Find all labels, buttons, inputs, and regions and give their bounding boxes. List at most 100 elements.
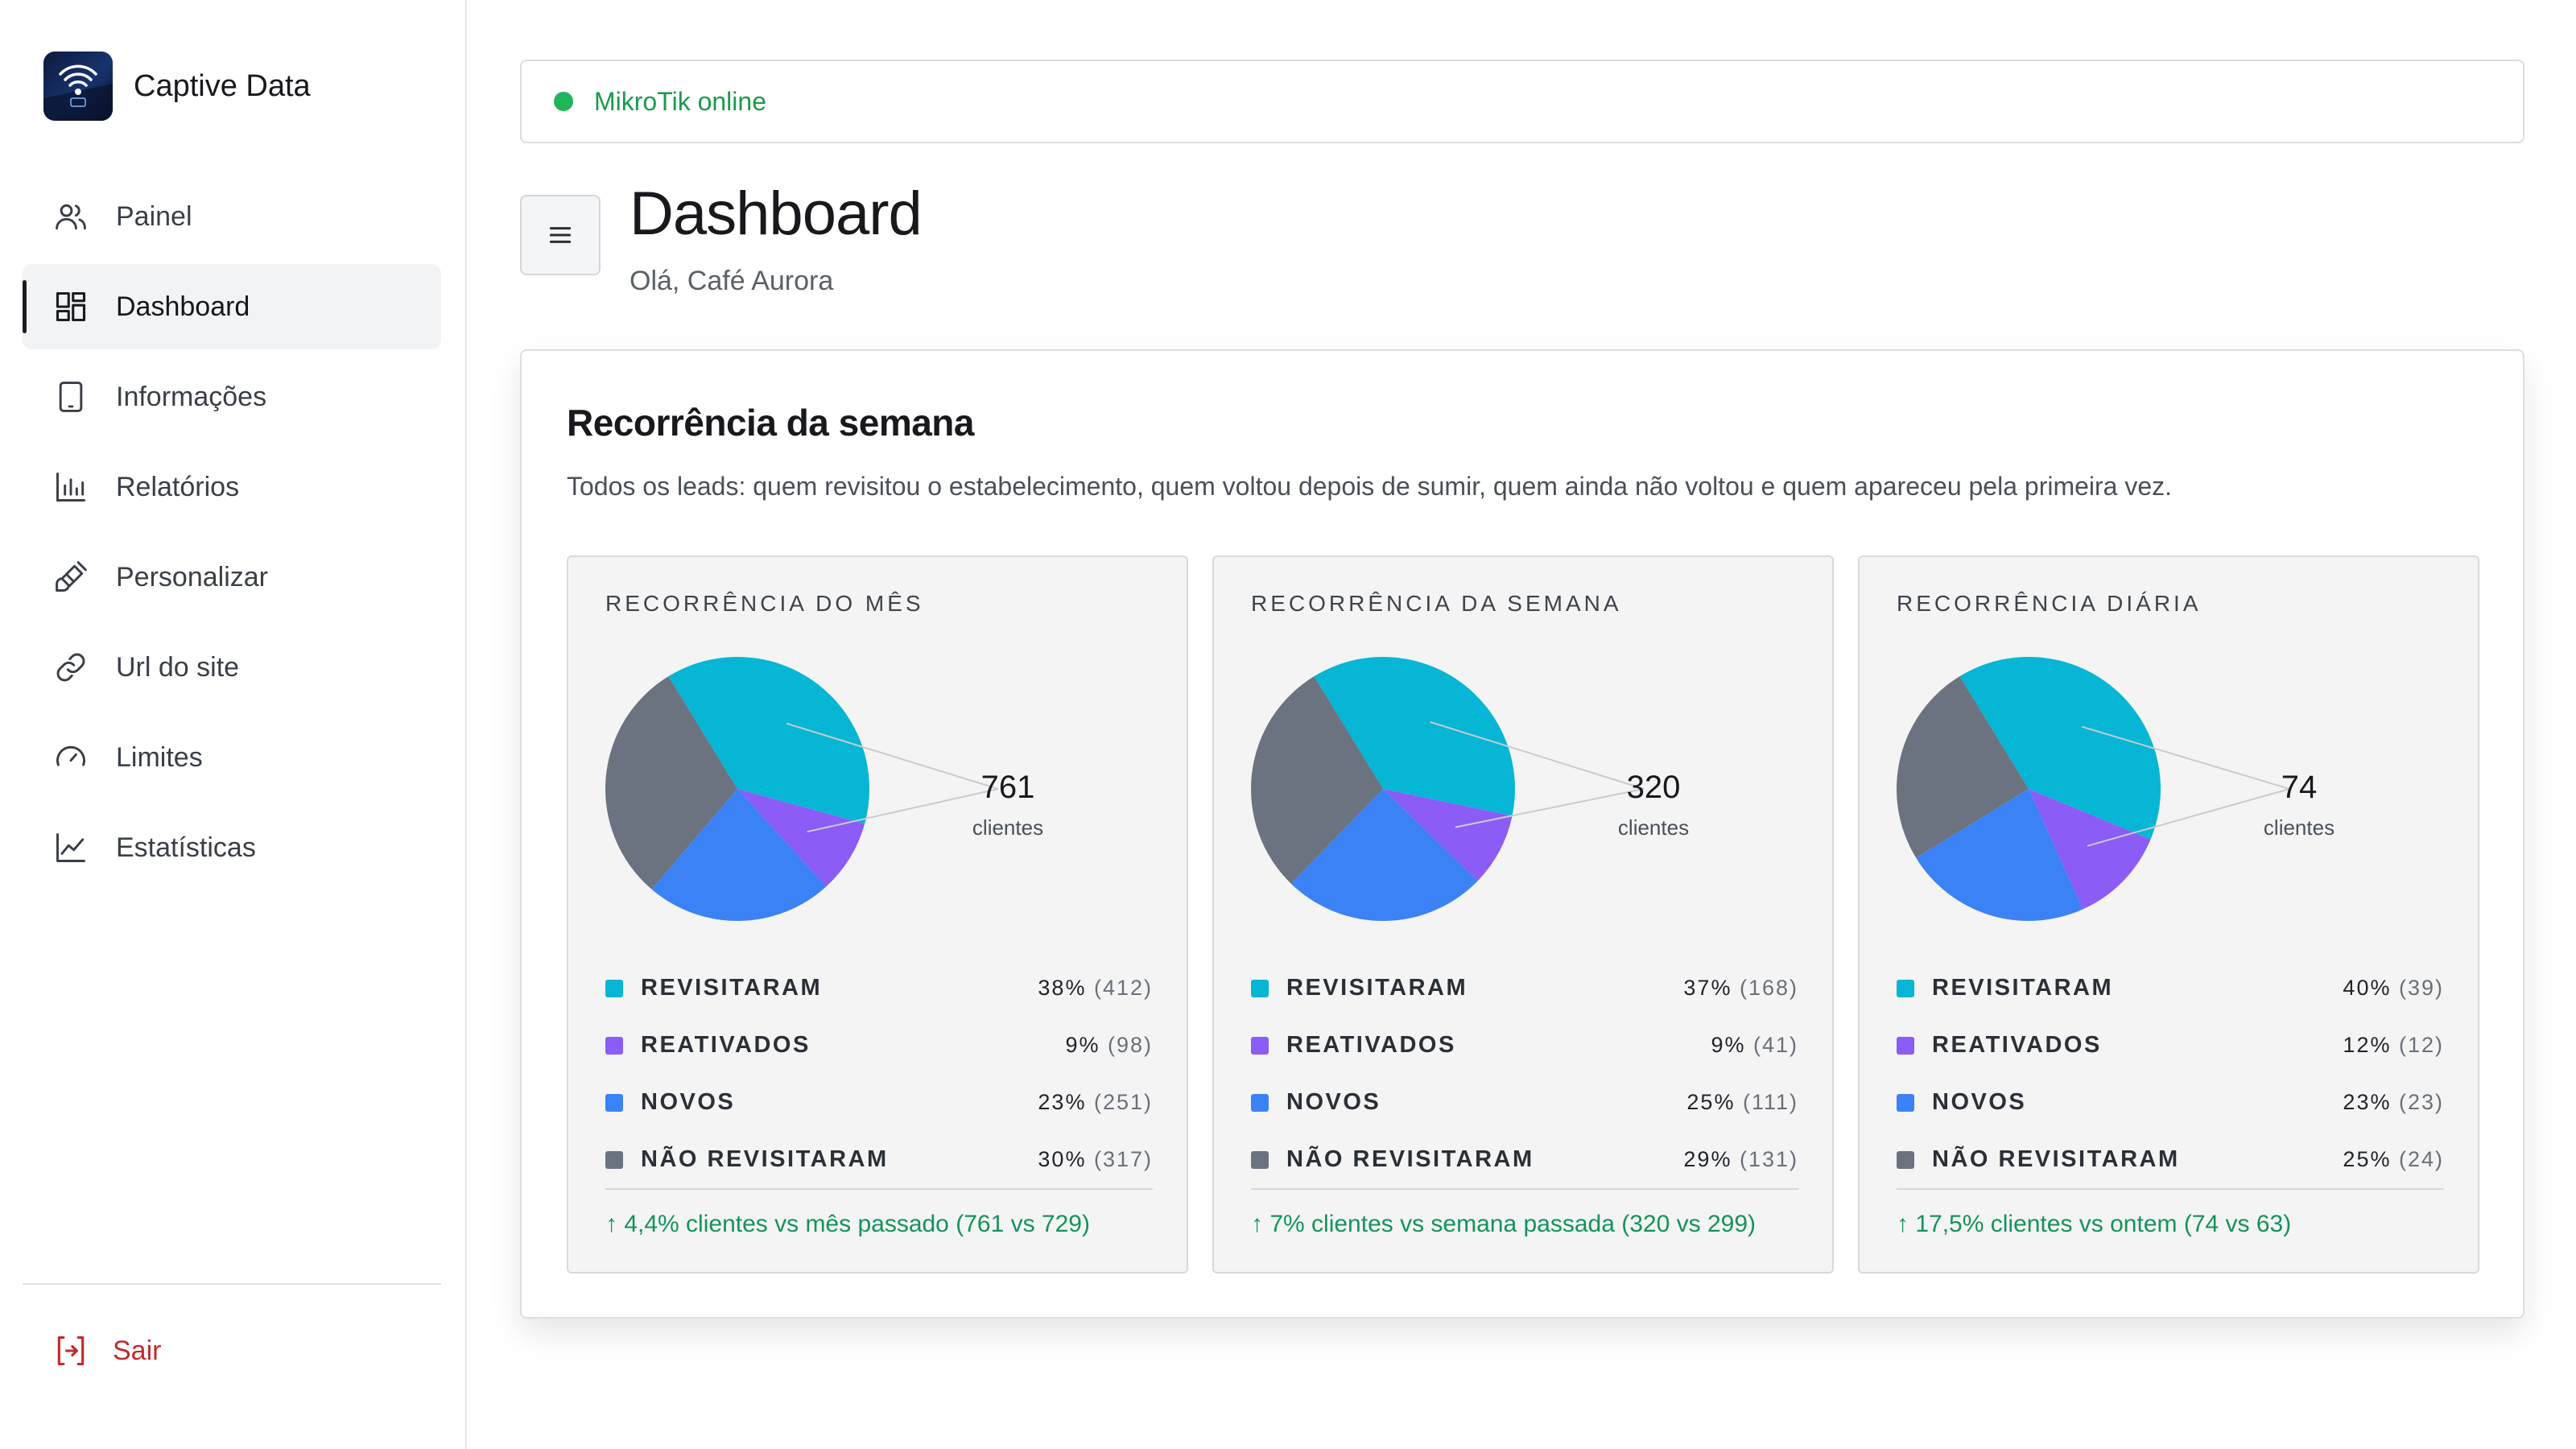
logout-button[interactable]: Sair	[53, 1333, 161, 1368]
sidebar-item-relatorios[interactable]: Relatórios	[23, 444, 441, 530]
legend: REVISITARAM 40% (39) REATIVADOS 12% (12)…	[1897, 960, 2444, 1190]
total-unit: clientes	[2263, 815, 2335, 840]
pie-slice-revisitaram[interactable]	[1314, 657, 1515, 816]
legend-label: REVISITARAM	[1286, 975, 1468, 1001]
legend-row-novos: NOVOS 23% (23)	[1897, 1074, 2444, 1131]
legend-percent: 9%	[1711, 1033, 1746, 1057]
pie-chart	[605, 657, 999, 921]
pie-slice-reativados[interactable]	[2029, 789, 2151, 910]
legend-percent: 29%	[1683, 1147, 1732, 1171]
legend-row-nao-revisitaram: NÃO REVISITARAM 25% (24)	[1897, 1131, 2444, 1188]
pie-slice-nao-revisitaram[interactable]	[605, 676, 737, 890]
brand-name: Captive Data	[134, 68, 311, 103]
menu-toggle-button[interactable]	[520, 195, 601, 275]
sidebar-item-label: Painel	[116, 200, 192, 232]
legend-swatch	[1897, 1036, 1914, 1055]
legend-row-nao-revisitaram: NÃO REVISITARAM 30% (317)	[605, 1131, 1153, 1188]
legend-value: 25% (24)	[2343, 1147, 2444, 1172]
legend-percent: 23%	[2343, 1090, 2392, 1114]
pie-slice-nao-revisitaram[interactable]	[1897, 676, 2029, 858]
pie-slice-novos[interactable]	[651, 789, 827, 921]
legend-value: 9% (98)	[1065, 1033, 1153, 1058]
users-icon	[53, 199, 89, 234]
legend-divider	[605, 1188, 1153, 1190]
sidebar-item-painel[interactable]: Painel	[23, 174, 441, 259]
legend-count: (111)	[1742, 1090, 1798, 1114]
bar-chart-icon	[53, 469, 89, 505]
callout-line	[807, 788, 999, 833]
legend-value: 38% (412)	[1038, 976, 1153, 1001]
sidebar-item-limites[interactable]: Limites	[23, 715, 441, 800]
legend-swatch	[1251, 1036, 1269, 1055]
legend-label: REATIVADOS	[641, 1032, 811, 1058]
sidebar-item-personalizar[interactable]: Personalizar	[23, 535, 441, 620]
legend-value: 30% (317)	[1038, 1147, 1153, 1172]
total-number: 74	[2281, 770, 2318, 805]
callout-line	[786, 722, 999, 790]
trend-text: ↑ 17,5% clientes vs ontem (74 vs 63)	[1897, 1211, 2292, 1237]
sidebar-item-estatisticas[interactable]: Estatísticas	[23, 805, 441, 890]
legend-count: (24)	[2398, 1147, 2444, 1171]
legend-swatch	[1897, 979, 1914, 997]
legend-percent: 40%	[2343, 976, 2392, 1000]
pie-slice-reativados[interactable]	[1383, 789, 1513, 881]
legend-percent: 23%	[1038, 1090, 1087, 1114]
brand[interactable]: Captive Data	[43, 52, 311, 121]
trend-text: ↑ 7% clientes vs semana passada (320 vs …	[1251, 1211, 1756, 1237]
legend: REVISITARAM 37% (168) REATIVADOS 9% (41)…	[1251, 960, 1798, 1190]
legend-percent: 12%	[2343, 1033, 2392, 1057]
card-description: Todos os leads: quem revisitou o estabel…	[567, 472, 2173, 501]
panel-title: RECORRÊNCIA DA SEMANA	[1251, 591, 1622, 616]
pie-slice-revisitaram[interactable]	[1959, 657, 2161, 840]
legend-percent: 25%	[2343, 1147, 2392, 1171]
pie-slice-revisitaram[interactable]	[668, 657, 869, 824]
legend-percent: 37%	[1683, 976, 1732, 1000]
legend-label: REATIVADOS	[1286, 1032, 1456, 1058]
legend-count: (23)	[2398, 1090, 2444, 1114]
legend-label: NOVOS	[1286, 1089, 1381, 1115]
legend-value: 23% (251)	[1038, 1090, 1153, 1115]
sidebar-item-label: Url do site	[116, 651, 240, 683]
legend-count: (39)	[2398, 976, 2444, 1000]
trend-text: ↑ 4,4% clientes vs mês passado (761 vs 7…	[605, 1211, 1090, 1237]
legend-divider	[1251, 1188, 1798, 1190]
legend-count: (412)	[1093, 976, 1153, 1000]
legend-row-novos: NOVOS 23% (251)	[605, 1074, 1153, 1131]
legend-label: REATIVADOS	[1932, 1032, 2102, 1058]
tablet-icon	[53, 379, 89, 415]
legend-count: (41)	[1752, 1033, 1798, 1057]
sidebar-item-dashboard[interactable]: Dashboard	[23, 264, 441, 349]
sidebar-item-label: Personalizar	[116, 561, 268, 592]
legend-count: (251)	[1093, 1090, 1153, 1114]
pie-slice-novos[interactable]	[1916, 789, 2083, 921]
legend-value: 9% (41)	[1711, 1033, 1798, 1058]
legend-label: NOVOS	[1932, 1089, 2027, 1115]
legend-row-reativados: REATIVADOS 9% (41)	[1251, 1017, 1798, 1074]
legend-swatch	[605, 1150, 623, 1169]
legend-swatch	[1251, 1093, 1269, 1112]
gauge-icon	[53, 740, 89, 775]
legend-count: (98)	[1107, 1033, 1153, 1057]
legend-value: 25% (111)	[1686, 1090, 1798, 1115]
sidebar-item-label: Dashboard	[116, 291, 250, 322]
sidebar-item-url-do-site[interactable]: Url do site	[23, 625, 441, 710]
sidebar-item-label: Informações	[116, 381, 267, 412]
page-title: Dashboard	[630, 180, 923, 248]
pie-chart	[1251, 657, 1645, 922]
legend-count: (168)	[1739, 976, 1798, 1000]
legend: REVISITARAM 38% (412) REATIVADOS 9% (98)…	[605, 960, 1153, 1190]
pie-slice-reativados[interactable]	[737, 789, 865, 887]
pie-slice-novos[interactable]	[1290, 789, 1478, 922]
greeting-text: Olá, Café Aurora	[630, 266, 834, 296]
legend-value: 23% (23)	[2343, 1090, 2444, 1115]
legend-label: REVISITARAM	[641, 975, 823, 1001]
legend-value: 37% (168)	[1683, 976, 1798, 1001]
legend-row-nao-revisitaram: NÃO REVISITARAM 29% (131)	[1251, 1131, 1798, 1188]
legend-percent: 30%	[1038, 1147, 1087, 1171]
sidebar-item-informacoes[interactable]: Informações	[23, 354, 441, 440]
hamburger-icon	[549, 227, 572, 243]
callout-line	[2087, 788, 2290, 847]
recurrence-card: Recorrência da semana Todos os leads: qu…	[520, 349, 2524, 1319]
pie-slice-nao-revisitaram[interactable]	[1251, 676, 1383, 884]
